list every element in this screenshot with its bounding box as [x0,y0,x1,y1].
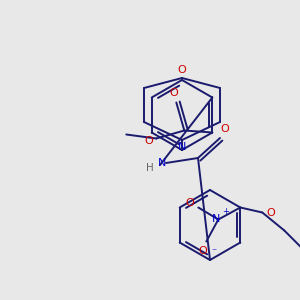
Text: +: + [222,207,229,216]
Text: O: O [178,65,186,75]
Text: O: O [169,88,178,98]
Text: ⁻: ⁻ [212,248,217,257]
Text: N: N [212,214,220,224]
Text: O: O [144,136,153,146]
Text: H: H [146,163,154,173]
Text: N: N [178,142,186,152]
Text: O: O [198,245,207,256]
Text: O: O [220,124,230,134]
Text: O: O [266,208,275,218]
Text: N: N [158,158,166,168]
Text: O: O [185,199,194,208]
